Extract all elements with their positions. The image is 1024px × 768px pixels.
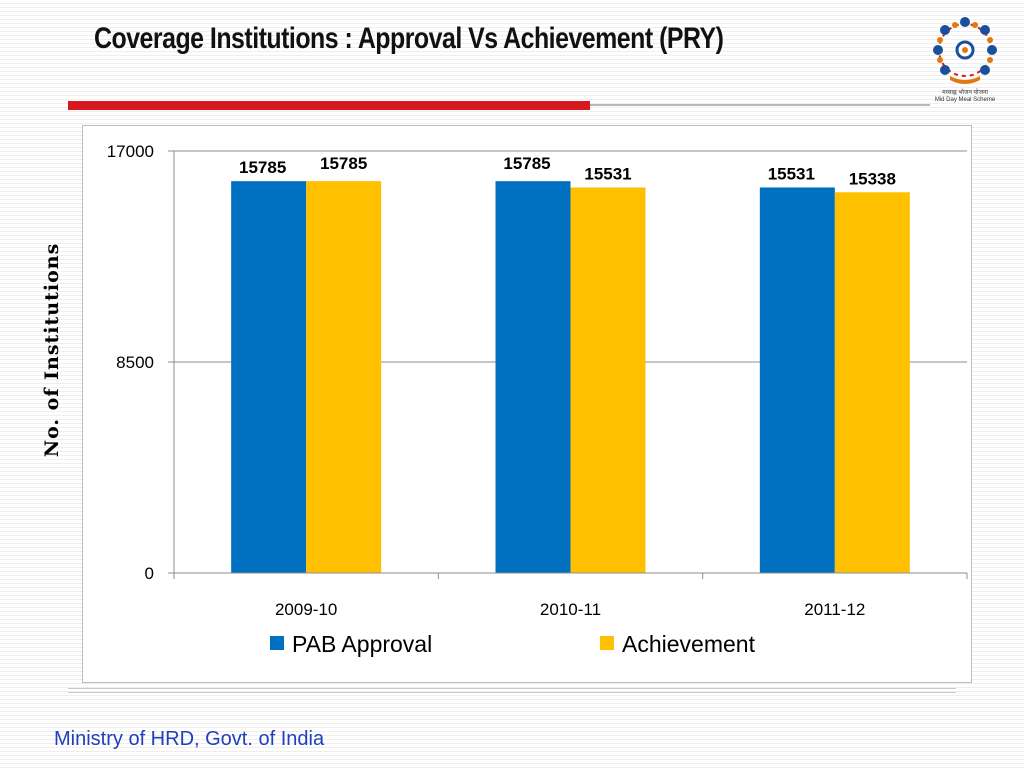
legend-swatch xyxy=(600,636,614,650)
logo-caption-hindi: मध्याह्न भोजन योजना xyxy=(942,90,988,96)
logo-caption-english: Mid Day Meal Scheme xyxy=(934,97,996,103)
title-underline-accent xyxy=(68,101,590,110)
mid-day-meal-logo-icon xyxy=(926,14,1004,106)
footer-rule-bottom xyxy=(68,692,956,693)
x-tick-label: 2011-12 xyxy=(804,600,865,619)
y-tick-label: 8500 xyxy=(116,353,154,372)
bar-achievement xyxy=(306,181,382,573)
y-tick-label: 0 xyxy=(145,564,154,583)
chart-area: 0 8500 17000 15785 15785 2009-10 15785 15531 201… xyxy=(82,125,972,683)
legend-label: Achievement xyxy=(622,631,756,657)
logo-caption: मध्याह्न भोजन योजना Mid Day Meal Scheme xyxy=(926,90,1004,104)
y-tick-label: 17000 xyxy=(107,142,154,161)
bar-pab-approval xyxy=(231,181,307,573)
x-tick-label: 2009-10 xyxy=(275,600,337,619)
data-label: 15785 xyxy=(320,154,367,173)
legend-label: PAB Approval xyxy=(292,631,432,657)
bar-achievement xyxy=(570,187,646,573)
legend-swatch xyxy=(270,636,284,650)
data-label: 15785 xyxy=(239,158,286,177)
bar-achievement xyxy=(834,192,910,573)
data-label: 15531 xyxy=(768,164,815,183)
footer-rule-top xyxy=(68,688,956,689)
bar-pab-approval xyxy=(759,187,835,573)
data-label: 15531 xyxy=(584,164,631,183)
title-underline-rule xyxy=(590,104,930,106)
bar-chart: 0 8500 17000 15785 15785 2009-10 15785 15531 201… xyxy=(107,142,968,657)
slide-title: Coverage Institutions : Approval Vs Achi… xyxy=(94,22,724,55)
footer-text: Ministry of HRD, Govt. of India xyxy=(54,728,325,750)
x-tick-label: 2010-11 xyxy=(540,600,601,619)
bar-pab-approval xyxy=(495,181,571,573)
data-label: 15338 xyxy=(849,169,896,188)
y-axis-label: No. of Institutions xyxy=(41,243,63,458)
y-axis-label-container: No. of Institutions xyxy=(41,243,63,458)
data-label: 15785 xyxy=(503,154,550,173)
